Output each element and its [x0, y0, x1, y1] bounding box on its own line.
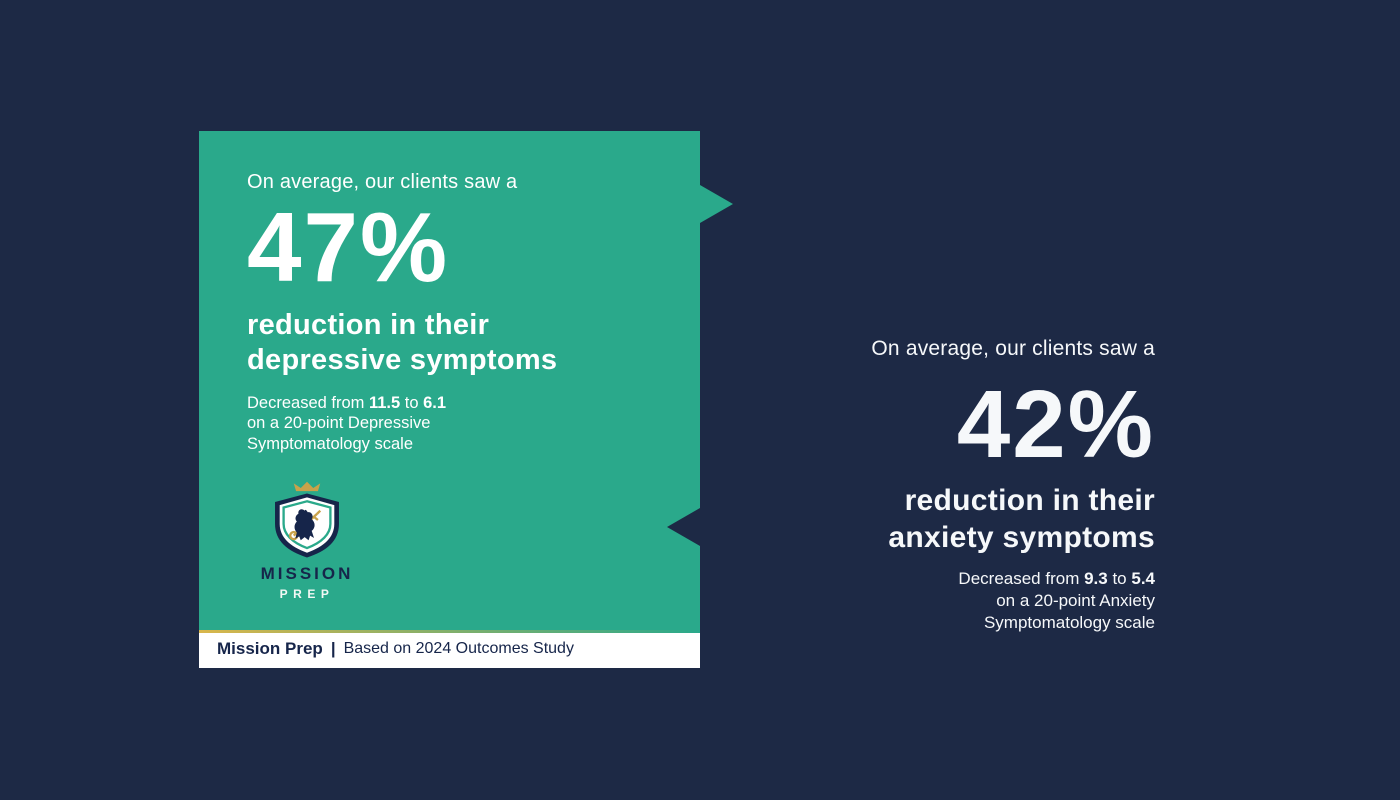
anxiety-headline: reduction in their anxiety symptoms: [675, 483, 1155, 556]
footer-note: Based on 2024 Outcomes Study: [343, 640, 574, 657]
mission-prep-logo: MISSION PREP: [247, 481, 367, 601]
anxiety-detail-line3: Symptomatology scale: [983, 613, 1155, 633]
depression-detail-line3: Symptomatology scale: [247, 435, 413, 453]
anxiety-detail-line2: on a 20-point Anxiety: [996, 591, 1155, 611]
depression-detail-prefix: Decreased from: [247, 393, 369, 412]
card-intro-text: On average, our clients saw a: [247, 171, 518, 193]
depression-detail: Decreased from 11.5 to 6.1 on a 20-point…: [247, 393, 662, 455]
anxiety-headline-line2: anxiety symptoms: [888, 520, 1155, 554]
card-footer: Mission Prep | Based on 2024 Outcomes St…: [199, 630, 700, 668]
panel-intro-text: On average, our clients saw a: [871, 337, 1155, 360]
depression-stat-value: 47%: [247, 192, 450, 302]
depression-stat-content: On average, our clients saw a 47% reduct…: [199, 131, 700, 601]
depression-headline-line2: depressive symptoms: [247, 344, 558, 377]
anxiety-stat-panel: On average, our clients saw a 42% reduct…: [675, 337, 1155, 634]
depression-headline-line1: reduction in their: [247, 309, 490, 341]
anxiety-detail-prefix: Decreased from: [958, 569, 1085, 589]
depression-detail-line2: on a 20-point Depressive: [247, 414, 431, 433]
anxiety-stat-value: 42%: [956, 371, 1155, 478]
footer-brand: Mission Prep: [217, 639, 323, 658]
anxiety-to-value: 5.4: [1131, 569, 1155, 589]
depression-detail-mid: to: [400, 393, 424, 412]
depression-stat-card: On average, our clients saw a 47% reduct…: [199, 131, 733, 668]
logo-submark: PREP: [279, 586, 335, 601]
anxiety-headline-line1: reduction in their: [904, 484, 1155, 517]
speech-bubble-tail: [700, 185, 733, 223]
footer-separator: |: [330, 639, 336, 658]
anxiety-detail-mid: to: [1107, 569, 1132, 589]
depression-to-value: 6.1: [423, 393, 447, 412]
shield-crest-icon: [275, 481, 339, 558]
depression-headline: reduction in their depressive symptoms: [247, 308, 662, 379]
anxiety-from-value: 9.3: [1084, 569, 1108, 589]
anxiety-detail: Decreased from 9.3 to 5.4 on a 20-point …: [675, 568, 1155, 634]
logo-wordmark: MISSION: [260, 563, 354, 583]
depression-from-value: 11.5: [368, 393, 401, 412]
